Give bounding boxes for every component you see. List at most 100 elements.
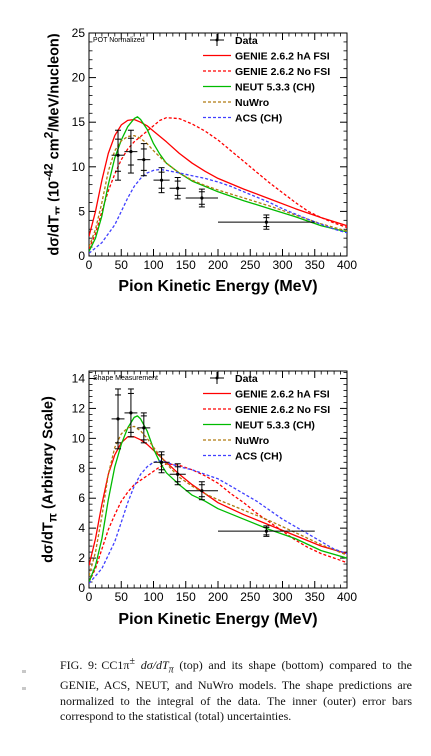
- y-tick-label: 2: [78, 551, 85, 565]
- legend-label: NEUT 5.3.3 (CH): [235, 420, 315, 432]
- legend: Data GENIE 2.6.2 hA FSI GENIE 2.6.2 No FSI…: [203, 372, 330, 463]
- panel-label: Shape Measurement: [93, 375, 158, 382]
- data-point: [153, 167, 170, 194]
- margin-mark: [22, 687, 26, 690]
- legend-label: GENIE 2.6.2 No FSI: [235, 66, 330, 78]
- data-marker: [116, 417, 120, 421]
- x-tick-label: 350: [305, 258, 325, 272]
- legend-label: GENIE 2.6.2 hA FSI: [235, 389, 330, 401]
- data-marker: [176, 472, 180, 476]
- legend-label: ACS (CH): [235, 113, 282, 125]
- x-tick-label: 200: [208, 590, 228, 604]
- x-tick-label: 150: [176, 258, 196, 272]
- legend-entry: Data: [210, 34, 258, 47]
- y-tick-label: 0: [78, 249, 85, 263]
- legend-entry: NuWro: [203, 435, 269, 447]
- x-tick-label: 50: [115, 258, 129, 272]
- x-axis-label: Pion Kinetic Energy (MeV): [118, 278, 317, 295]
- x-tick-label: 400: [337, 258, 357, 272]
- caption-text: CC1π± dσ/dTπ (top) and its shape (bottom…: [60, 656, 412, 724]
- y-axis-label-text: dσ/dTπ (Arbitrary Scale): [40, 396, 59, 563]
- data-point: [169, 177, 186, 200]
- margin-mark: [22, 670, 26, 673]
- x-tick-label: 0: [86, 258, 93, 272]
- data-point: [124, 388, 138, 438]
- y-tick-label: 5: [78, 204, 85, 218]
- y-tick-label: 0: [78, 581, 85, 595]
- x-tick-label: 100: [143, 258, 163, 272]
- panel-label: POT Normalized: [93, 37, 145, 44]
- caption-label: FIG. 9:: [60, 658, 98, 672]
- x-tick-label: 200: [208, 258, 228, 272]
- legend-entry: NuWro: [203, 97, 269, 109]
- series-line-neut-5-3-3-ch: [89, 116, 347, 252]
- series-line-genie-2-6-2-ha-fsi: [89, 118, 347, 237]
- data-marker: [200, 489, 204, 493]
- x-tick-label: 300: [272, 590, 292, 604]
- series-line-nuwro: [89, 425, 347, 577]
- legend-data-marker: [215, 38, 219, 42]
- y-tick-label: 12: [72, 401, 86, 415]
- legend-label: NuWro: [235, 97, 269, 109]
- data-point: [137, 412, 151, 444]
- legend-entry: GENIE 2.6.2 hA FSI: [203, 51, 330, 63]
- legend-label: ACS (CH): [235, 451, 282, 463]
- x-tick-label: 50: [115, 590, 129, 604]
- series-line-nuwro: [89, 134, 347, 248]
- data-marker: [129, 150, 133, 154]
- legend-entry: NEUT 5.3.3 (CH): [203, 420, 315, 432]
- y-tick-label: 25: [72, 26, 86, 40]
- figure-caption: FIG. 9: CC1π± dσ/dTπ (top) and its shape …: [60, 654, 412, 725]
- legend-entry: NEUT 5.3.3 (CH): [203, 82, 315, 94]
- plot-area: [89, 116, 347, 254]
- series-line-neut-5-3-3-ch: [89, 415, 347, 583]
- x-tick-label: 350: [305, 590, 325, 604]
- plot-area: [89, 388, 347, 584]
- data-marker: [142, 426, 146, 430]
- x-tick-label: 150: [176, 590, 196, 604]
- legend-label: NEUT 5.3.3 (CH): [235, 82, 315, 94]
- data-point: [169, 463, 186, 486]
- x-tick-label: 400: [337, 590, 357, 604]
- legend-label: GENIE 2.6.2 No FSI: [235, 404, 330, 416]
- y-tick-label: 14: [72, 371, 86, 385]
- data-point: [218, 525, 315, 537]
- data-marker: [264, 220, 268, 224]
- series-line-genie-2-6-2-no-fsi: [89, 117, 347, 250]
- legend-entry: GENIE 2.6.2 No FSI: [203, 66, 330, 78]
- data-marker: [176, 186, 180, 190]
- data-marker: [200, 196, 204, 200]
- data-point: [111, 388, 125, 450]
- bottom-panel-shape-measurement: 0 50 100 150 200 250 300 350 400 0 2 4 6 8 10 12 14 Shape…: [40, 370, 357, 628]
- y-axis-label-text: dσ/dTπ (10-42 cm2/MeV/nucleon): [41, 33, 59, 256]
- data-point: [137, 143, 151, 177]
- y-axis-label: dσ/dTπ (Arbitrary Scale): [40, 396, 59, 563]
- data-point: [124, 129, 138, 174]
- y-tick-label: 10: [72, 431, 86, 445]
- data-marker: [159, 178, 164, 182]
- x-tick-label: 250: [240, 590, 260, 604]
- data-marker: [129, 411, 133, 415]
- series-line-genie-2-6-2-no-fsi: [89, 463, 347, 583]
- y-tick-label: 4: [78, 521, 85, 535]
- legend: Data GENIE 2.6.2 hA FSI GENIE 2.6.2 No FSI…: [203, 34, 330, 125]
- y-tick-label: 6: [78, 491, 85, 505]
- legend-entry: ACS (CH): [203, 451, 282, 463]
- legend-data-marker: [215, 376, 219, 380]
- data-point: [111, 129, 125, 181]
- top-panel-pot-normalized: 0 50 100 150 200 250 300 350 400 0 5 10 15 20 25 POT No…: [41, 26, 357, 295]
- data-marker: [159, 460, 164, 464]
- legend-label: Data: [235, 35, 258, 47]
- data-point: [153, 451, 170, 474]
- x-tick-label: 100: [143, 590, 163, 604]
- legend-entry: GENIE 2.6.2 hA FSI: [203, 389, 330, 401]
- y-tick-label: 10: [72, 160, 86, 174]
- x-axis-label: Pion Kinetic Energy (MeV): [118, 611, 317, 628]
- y-tick-label: 20: [72, 71, 86, 85]
- legend-label: Data: [235, 373, 258, 385]
- data-point: [185, 188, 218, 208]
- data-point: [185, 481, 218, 501]
- legend-entry: Data: [210, 372, 258, 385]
- y-axis-label: dσ/dTπ (10-42 cm2/MeV/nucleon): [41, 33, 59, 256]
